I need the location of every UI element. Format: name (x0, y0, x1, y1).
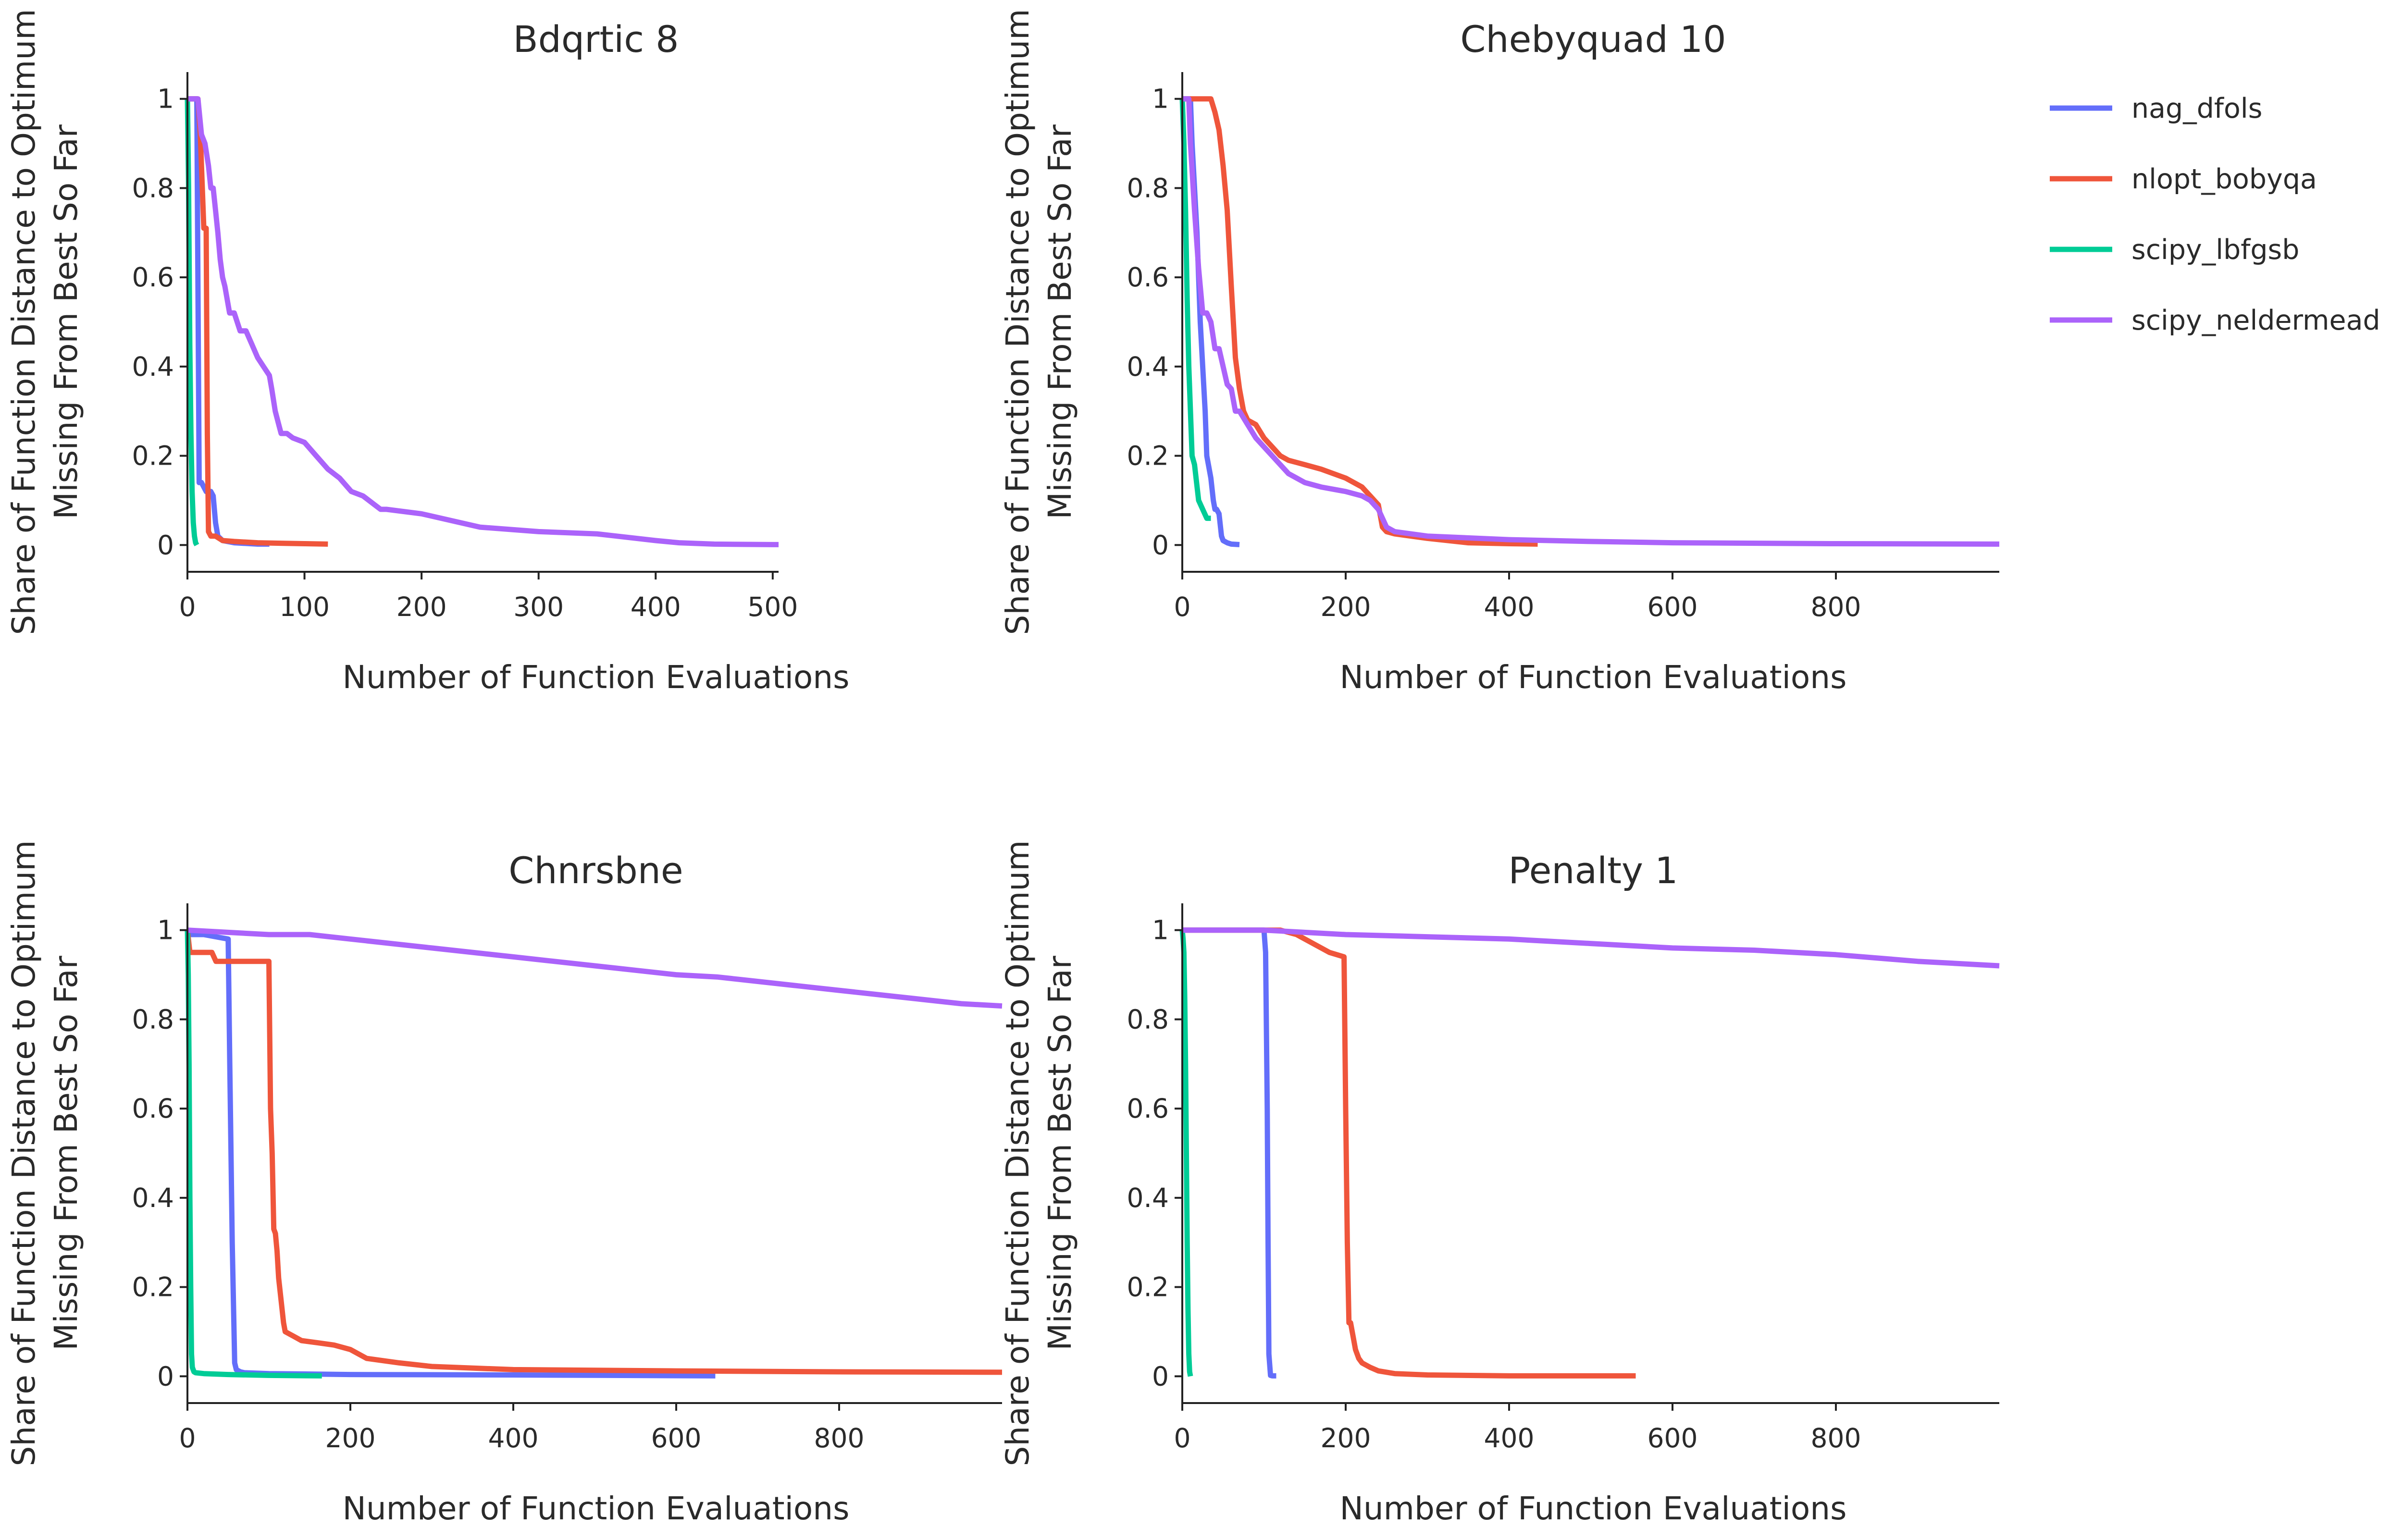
plot-area: 0 0.2 0.4 0.6 0.8 1 0 200 400 600 800 (132, 903, 1003, 1454)
x-tick-label: 600 (1647, 591, 1698, 622)
y-tick-label: 0.4 (1127, 351, 1169, 382)
y-tick-label: 0 (1152, 530, 1169, 560)
x-axis-title: Number of Function Evaluations (342, 659, 849, 696)
panel-penalty-1: Penalty 1 0 0.2 0.4 0.6 0.8 1 0 200 400 600 800 Nu… (999, 840, 2000, 1527)
y-tick-label: 0.6 (1127, 1093, 1169, 1124)
x-tick-label: 300 (513, 591, 564, 622)
series-line-nlopt-bobyqa (1182, 927, 1636, 1379)
x-tick-label: 200 (325, 1423, 376, 1454)
legend: nag_dfols nlopt_bobyqa scipy_lbfgsb scip… (2050, 93, 2380, 336)
x-tick-label: 400 (1484, 591, 1535, 622)
series-line-scipy-neldermead (1182, 96, 2000, 547)
legend-item-scipy-lbfgsb[interactable]: scipy_lbfgsb (2050, 234, 2299, 266)
y-tick-label: 1 (157, 915, 174, 946)
series-line-nlopt-bobyqa (187, 96, 328, 547)
series-line-nag-dfols (185, 928, 716, 1379)
y-tick-label: 0.4 (132, 1183, 174, 1213)
x-tick-label: 0 (1174, 591, 1191, 622)
series-line-scipy-lbfgsb (1179, 930, 1193, 1377)
y-tick-label: 1 (157, 84, 174, 114)
panel-chebyquad-10: Chebyquad 10 0 0.2 0.4 0.6 0.8 1 0 200 400 600 800… (999, 9, 2000, 696)
panel-title: Chebyquad 10 (1460, 18, 1726, 61)
panel-title: Bdqrtic 8 (513, 18, 679, 61)
series-line-nlopt-bobyqa (185, 930, 1003, 1375)
x-axis-title: Number of Function Evaluations (1339, 1490, 1846, 1527)
y-axis-title-line2: Missing From Best So Far (48, 955, 85, 1350)
series-line-nlopt-bobyqa (1182, 96, 1538, 547)
y-axis-title-line2: Missing From Best So Far (1041, 955, 1078, 1350)
plot-area: 0 0.2 0.4 0.6 0.8 1 0 100 200 300 400 500 (132, 72, 798, 622)
legend-label: scipy_neldermead (2131, 305, 2380, 336)
y-tick-label: 0.8 (132, 1004, 174, 1035)
x-tick-label: 200 (1321, 1423, 1371, 1454)
panel-title: Chnrsbne (508, 849, 683, 892)
y-tick-label: 0.8 (1127, 1004, 1169, 1035)
legend-label: nag_dfols (2131, 93, 2262, 124)
y-tick-label: 0.2 (1127, 441, 1169, 471)
x-axis-title: Number of Function Evaluations (1339, 659, 1846, 696)
series-line-scipy-neldermead (187, 927, 1003, 1009)
x-tick-label: 800 (814, 1423, 865, 1454)
y-tick-label: 0.6 (132, 262, 174, 293)
series-line-scipy-lbfgsb (185, 99, 199, 546)
legend-label: scipy_lbfgsb (2131, 234, 2299, 266)
series-line-nag-dfols (1182, 927, 1276, 1379)
x-tick-label: 0 (1174, 1423, 1191, 1454)
x-tick-label: 400 (1484, 1423, 1535, 1454)
x-tick-label: 500 (747, 591, 798, 622)
legend-item-scipy-neldermead[interactable]: scipy_neldermead (2050, 305, 2380, 336)
x-tick-label: 800 (1811, 1423, 1861, 1454)
legend-label: nlopt_bobyqa (2131, 163, 2317, 195)
series-line-scipy-lbfgsb (1179, 99, 1211, 521)
x-tick-label: 100 (279, 591, 330, 622)
x-tick-label: 600 (651, 1423, 702, 1454)
y-tick-label: 1 (1152, 915, 1169, 946)
y-axis-title-line1: Share of Function Distance to Optimum (999, 840, 1036, 1466)
y-tick-label: 0.8 (1127, 172, 1169, 203)
plot-area: 0 0.2 0.4 0.6 0.8 1 0 200 400 600 800 (1127, 72, 2000, 622)
series-line-scipy-neldermead (187, 96, 779, 547)
panel-title: Penalty 1 (1508, 849, 1678, 892)
y-tick-label: 0.4 (1127, 1183, 1169, 1213)
x-axis-title: Number of Function Evaluations (342, 1490, 849, 1527)
x-tick-label: 800 (1811, 591, 1861, 622)
x-tick-label: 200 (396, 591, 447, 622)
x-tick-label: 400 (631, 591, 681, 622)
y-axis-title-line1: Share of Function Distance to Optimum (5, 840, 42, 1466)
y-tick-label: 0.6 (132, 1093, 174, 1124)
x-tick-label: 0 (179, 1423, 196, 1454)
series-line-scipy-lbfgsb (185, 930, 322, 1379)
y-tick-label: 0 (157, 530, 174, 560)
legend-item-nlopt-bobyqa[interactable]: nlopt_bobyqa (2050, 163, 2317, 195)
x-tick-label: 0 (179, 591, 196, 622)
y-axis-title-line2: Missing From Best So Far (1041, 124, 1078, 519)
y-tick-label: 0.8 (132, 172, 174, 203)
y-tick-label: 0.4 (132, 351, 174, 382)
panel-bdqrtic-8: Bdqrtic 8 0 0.2 0.4 0.6 0.8 1 0 100 200 300 400 500… (5, 9, 850, 696)
legend-item-nag-dfols[interactable]: nag_dfols (2050, 93, 2262, 124)
y-tick-label: 0 (1152, 1361, 1169, 1392)
y-tick-label: 0.2 (132, 441, 174, 471)
y-tick-label: 0.2 (132, 1272, 174, 1303)
y-tick-label: 0.6 (1127, 262, 1169, 293)
x-tick-label: 600 (1647, 1423, 1698, 1454)
y-axis-title-line1: Share of Function Distance to Optimum (5, 9, 42, 635)
y-tick-label: 0.2 (1127, 1272, 1169, 1303)
y-axis-title-line1: Share of Function Distance to Optimum (999, 9, 1036, 635)
plot-area: 0 0.2 0.4 0.6 0.8 1 0 200 400 600 800 (1127, 903, 2000, 1454)
series-line-scipy-neldermead (1182, 927, 2000, 969)
y-tick-label: 0 (157, 1361, 174, 1392)
y-tick-label: 1 (1152, 84, 1169, 114)
y-axis-title-line2: Missing From Best So Far (48, 124, 85, 519)
x-tick-label: 200 (1321, 591, 1371, 622)
x-tick-label: 400 (488, 1423, 539, 1454)
panel-chnrsbne: Chnrsbne 0 0.2 0.4 0.6 0.8 1 0 200 400 600 800 Num… (5, 840, 1003, 1527)
